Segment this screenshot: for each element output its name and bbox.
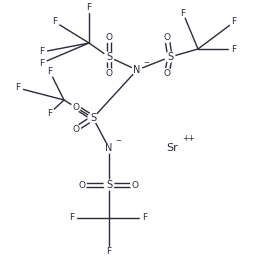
Circle shape xyxy=(229,18,239,27)
Circle shape xyxy=(104,180,114,190)
Circle shape xyxy=(104,69,113,78)
Text: O: O xyxy=(164,69,170,78)
Circle shape xyxy=(165,52,175,62)
Circle shape xyxy=(104,247,113,256)
Text: F: F xyxy=(47,67,52,76)
Text: F: F xyxy=(87,4,92,12)
Text: O: O xyxy=(105,69,112,78)
Text: F: F xyxy=(15,83,20,92)
Text: F: F xyxy=(69,214,74,222)
Text: −: − xyxy=(115,138,121,144)
Text: O: O xyxy=(105,34,112,43)
Circle shape xyxy=(37,59,47,67)
Circle shape xyxy=(78,180,87,189)
Text: ++: ++ xyxy=(182,134,195,143)
Text: −: − xyxy=(143,60,149,66)
Text: O: O xyxy=(72,102,80,111)
Text: O: O xyxy=(164,34,170,43)
Text: F: F xyxy=(47,108,52,118)
Circle shape xyxy=(14,83,23,92)
Text: O: O xyxy=(72,124,80,134)
Text: S: S xyxy=(90,113,96,123)
Text: S: S xyxy=(167,52,173,62)
Text: O: O xyxy=(132,180,138,189)
Text: F: F xyxy=(142,214,147,222)
Circle shape xyxy=(71,102,80,111)
Text: F: F xyxy=(180,8,186,18)
Circle shape xyxy=(71,124,80,134)
Text: S: S xyxy=(106,180,112,190)
Circle shape xyxy=(37,47,47,56)
Text: O: O xyxy=(79,180,86,189)
Circle shape xyxy=(84,4,93,12)
Text: F: F xyxy=(39,47,45,56)
Text: Sr: Sr xyxy=(166,143,178,153)
Circle shape xyxy=(50,18,59,27)
Text: F: F xyxy=(231,18,237,27)
Text: F: F xyxy=(231,44,237,53)
Text: N: N xyxy=(133,65,141,75)
Circle shape xyxy=(178,8,187,18)
Circle shape xyxy=(46,67,55,76)
Circle shape xyxy=(104,34,113,43)
Circle shape xyxy=(68,214,77,222)
Text: F: F xyxy=(39,59,45,67)
Text: F: F xyxy=(106,247,112,256)
Circle shape xyxy=(141,214,150,222)
Circle shape xyxy=(88,113,98,123)
Circle shape xyxy=(132,65,142,75)
Text: S: S xyxy=(106,52,112,62)
Circle shape xyxy=(104,143,114,153)
Circle shape xyxy=(104,52,114,62)
Circle shape xyxy=(46,108,55,118)
Text: N: N xyxy=(105,143,113,153)
Text: F: F xyxy=(52,18,58,27)
Circle shape xyxy=(229,44,239,53)
Circle shape xyxy=(131,180,140,189)
Circle shape xyxy=(163,34,172,43)
Circle shape xyxy=(163,69,172,78)
